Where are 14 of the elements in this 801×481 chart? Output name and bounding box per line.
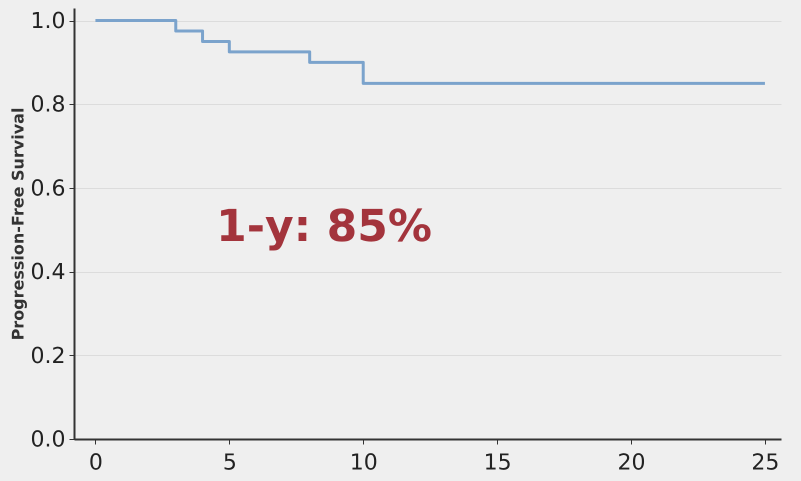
y-tick-label: 0.6 xyxy=(30,176,66,202)
x-tick-label: 5 xyxy=(222,450,237,476)
x-tick-label: 0 xyxy=(88,450,103,476)
x-tick-label: 25 xyxy=(751,450,780,476)
annotation: 1-y: 85% xyxy=(216,201,432,252)
x-tick-label: 20 xyxy=(618,450,646,476)
y-axis-title: Progression-Free Survival xyxy=(8,108,28,340)
y-tick-label: 1.0 xyxy=(30,9,66,34)
y-tick-label: 0.2 xyxy=(30,344,66,369)
x-tick-label: 10 xyxy=(350,450,378,476)
y-tick-label: 0.8 xyxy=(30,92,66,118)
y-tick-label: 0.0 xyxy=(30,428,66,452)
x-tick-label: 15 xyxy=(484,450,512,476)
y-tick-label: 0.4 xyxy=(30,260,66,286)
